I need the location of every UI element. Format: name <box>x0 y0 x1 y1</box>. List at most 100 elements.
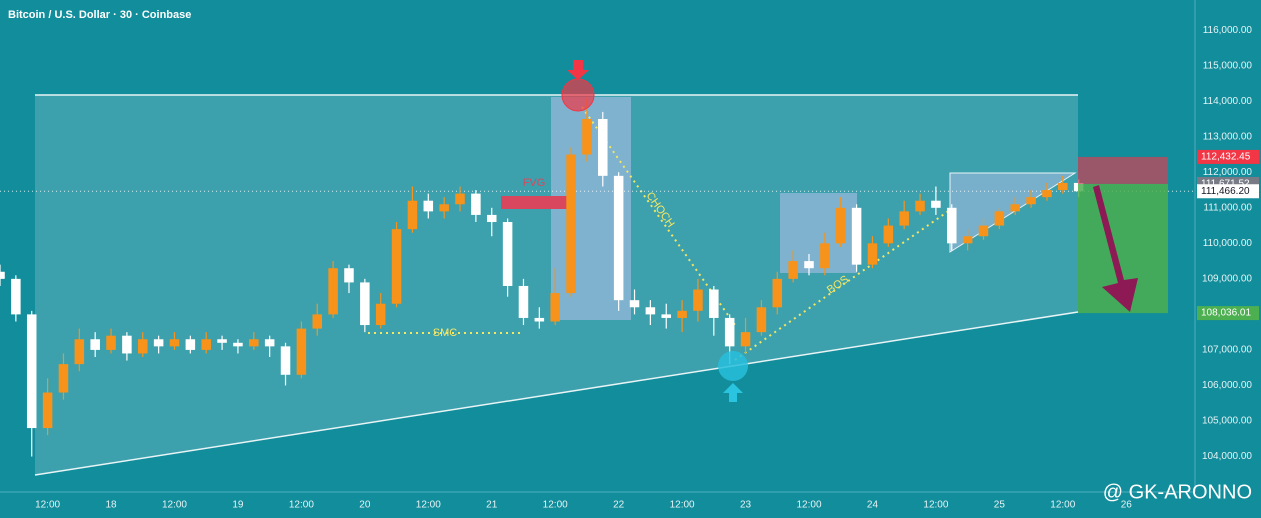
candle-body <box>1042 190 1052 198</box>
candle-body <box>613 175 624 301</box>
candle-body <box>58 364 69 393</box>
x-tick-label: 12:00 <box>162 500 187 511</box>
y-tick-label: 109,000.00 <box>1202 273 1252 284</box>
y-tick-label: 114,000.00 <box>1203 96 1253 107</box>
x-tick-label: 12:00 <box>35 500 60 511</box>
x-tick-label: 12:00 <box>1050 500 1075 511</box>
candle-body <box>804 261 814 269</box>
candle-body <box>867 243 878 265</box>
candle-body <box>344 268 354 283</box>
candle-body <box>598 119 608 176</box>
price-label-box <box>1197 184 1259 199</box>
candle-body <box>26 314 37 429</box>
x-tick-label: 19 <box>232 500 244 511</box>
candle-body <box>439 204 449 212</box>
candle-body <box>502 222 513 286</box>
y-tick-label: 116,000.00 <box>1203 25 1253 36</box>
candle-body <box>122 335 132 354</box>
candle-body <box>74 339 85 365</box>
candle-body <box>264 339 275 347</box>
candle-body <box>201 339 211 350</box>
candles <box>0 97 1084 457</box>
candle-body <box>471 193 481 215</box>
annotation: FVG <box>523 177 546 189</box>
candle-body <box>185 339 196 350</box>
stop-zone <box>1078 156 1168 184</box>
candle-body <box>756 307 767 333</box>
candle-body <box>153 339 164 347</box>
candle-body <box>423 200 434 212</box>
candle-body <box>455 193 465 205</box>
y-tick-label: 115,000.00 <box>1203 60 1253 71</box>
candle-body <box>138 339 148 354</box>
y-tick-label: 112,000.00 <box>1203 167 1253 178</box>
y-tick-label: 110,000.00 <box>1203 238 1253 249</box>
x-tick-label: 26 <box>1121 500 1133 511</box>
y-tick-label: 104,000.00 <box>1202 451 1252 462</box>
price-label-box <box>1197 149 1259 164</box>
candle-body <box>645 307 656 315</box>
y-tick-label: 106,000.00 <box>1202 380 1252 391</box>
candle-body <box>534 317 545 322</box>
down-arrow-icon <box>567 60 589 80</box>
candle-body <box>280 346 291 375</box>
candle-body <box>693 289 703 311</box>
candle-body <box>835 207 846 244</box>
y-tick-label: 111,000.00 <box>1203 202 1252 213</box>
bottom-marker <box>718 351 748 381</box>
x-tick-label: 12:00 <box>543 500 568 511</box>
candle-body <box>661 314 671 318</box>
x-tick-label: 21 <box>486 500 498 511</box>
candle-body <box>566 154 576 294</box>
candle-body <box>407 200 418 230</box>
fvg-zone <box>501 196 570 209</box>
x-tick-label: 12:00 <box>416 500 441 511</box>
candle-body <box>217 339 227 343</box>
candle-body <box>169 339 180 347</box>
top-marker <box>561 78 595 112</box>
candle-body <box>0 271 5 279</box>
candle-body <box>724 317 735 347</box>
candle-body <box>709 289 719 318</box>
candle-body <box>90 339 100 350</box>
price-label: 108,036.01 <box>1201 308 1251 319</box>
candle-body <box>582 119 592 155</box>
candle-body <box>915 200 925 212</box>
price-label: 111,671.52 <box>1201 179 1250 190</box>
price-label: 111,466.20 <box>1201 186 1250 197</box>
candle-body <box>883 225 894 244</box>
price-label-box <box>1197 306 1259 321</box>
y-tick-label: 105,000.00 <box>1202 416 1252 427</box>
bos-line <box>734 209 951 361</box>
candle-body <box>233 342 243 347</box>
x-tick-label: 12:00 <box>670 500 695 511</box>
up-arrow-icon <box>723 383 743 402</box>
target-arrow <box>1093 185 1138 312</box>
watermark: @ GK-ARONNO <box>1103 481 1252 503</box>
y-tick-label: 113,000.00 <box>1203 131 1253 142</box>
chart-title: Bitcoin / U.S. Dollar · 30 · Coinbase <box>8 9 191 21</box>
candle-body <box>1010 204 1020 212</box>
candle-body <box>740 332 751 347</box>
choch-line <box>581 106 736 326</box>
candle-body <box>486 214 497 223</box>
candle-body <box>820 243 830 269</box>
candle-body <box>947 207 957 244</box>
x-tick-label: 12:00 <box>289 500 314 511</box>
candle-body <box>42 392 53 429</box>
candle-body <box>788 261 798 279</box>
candle-body <box>994 211 1005 226</box>
x-tick-label: 20 <box>359 500 371 511</box>
candle-body <box>312 314 323 329</box>
candle-body <box>677 310 687 318</box>
x-tick-label: 25 <box>994 500 1006 511</box>
support-line <box>34 311 1079 476</box>
candle-body <box>772 278 783 308</box>
candle-body <box>1058 182 1068 191</box>
x-tick-label: 18 <box>105 500 117 511</box>
candle-body <box>328 268 338 315</box>
x-tick-label: 22 <box>613 500 625 511</box>
candle-body <box>375 303 386 326</box>
candle-body <box>1026 197 1036 205</box>
candle-body <box>550 293 560 322</box>
